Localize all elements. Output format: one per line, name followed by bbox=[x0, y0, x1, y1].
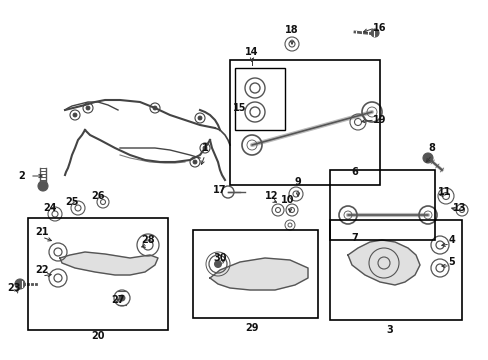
Text: 22: 22 bbox=[35, 265, 49, 275]
Circle shape bbox=[38, 181, 48, 191]
Circle shape bbox=[370, 29, 378, 37]
Text: 27: 27 bbox=[111, 295, 124, 305]
Bar bbox=[28, 218, 168, 330]
Bar bbox=[329, 170, 434, 240]
Circle shape bbox=[153, 106, 157, 110]
Text: 8: 8 bbox=[427, 143, 434, 153]
Polygon shape bbox=[347, 240, 419, 285]
Circle shape bbox=[193, 160, 197, 164]
Text: 10: 10 bbox=[281, 195, 294, 205]
Polygon shape bbox=[60, 252, 158, 275]
Circle shape bbox=[203, 146, 206, 150]
Text: 24: 24 bbox=[43, 203, 57, 213]
Bar bbox=[329, 220, 461, 320]
Text: 4: 4 bbox=[447, 235, 454, 245]
Bar bbox=[229, 60, 379, 185]
Text: 9: 9 bbox=[294, 177, 301, 187]
Circle shape bbox=[198, 116, 202, 120]
Circle shape bbox=[15, 279, 25, 289]
Polygon shape bbox=[209, 258, 307, 290]
Bar bbox=[235, 68, 285, 130]
Text: 13: 13 bbox=[452, 203, 466, 213]
Text: 29: 29 bbox=[245, 323, 258, 333]
Text: 2: 2 bbox=[19, 171, 25, 181]
Text: 11: 11 bbox=[437, 187, 451, 197]
Text: 12: 12 bbox=[264, 191, 278, 201]
Text: 3: 3 bbox=[386, 325, 392, 335]
Text: 14: 14 bbox=[245, 47, 258, 57]
Text: 19: 19 bbox=[372, 115, 386, 125]
Circle shape bbox=[214, 261, 221, 267]
Text: 23: 23 bbox=[7, 283, 20, 293]
Text: 20: 20 bbox=[91, 331, 104, 341]
Text: 5: 5 bbox=[447, 257, 454, 267]
Text: 7: 7 bbox=[351, 233, 358, 243]
Bar bbox=[193, 230, 317, 318]
Text: 1: 1 bbox=[201, 143, 208, 153]
Text: 18: 18 bbox=[285, 25, 298, 35]
Circle shape bbox=[86, 106, 90, 110]
Text: 16: 16 bbox=[372, 23, 386, 33]
Circle shape bbox=[422, 153, 432, 163]
Text: 26: 26 bbox=[91, 191, 104, 201]
Text: 6: 6 bbox=[351, 167, 358, 177]
Circle shape bbox=[119, 295, 125, 301]
Text: 17: 17 bbox=[213, 185, 226, 195]
Text: 21: 21 bbox=[35, 227, 49, 237]
Circle shape bbox=[73, 113, 77, 117]
Text: 15: 15 bbox=[233, 103, 246, 113]
Text: 30: 30 bbox=[213, 253, 226, 263]
Text: 28: 28 bbox=[141, 235, 155, 245]
Text: 25: 25 bbox=[65, 197, 79, 207]
